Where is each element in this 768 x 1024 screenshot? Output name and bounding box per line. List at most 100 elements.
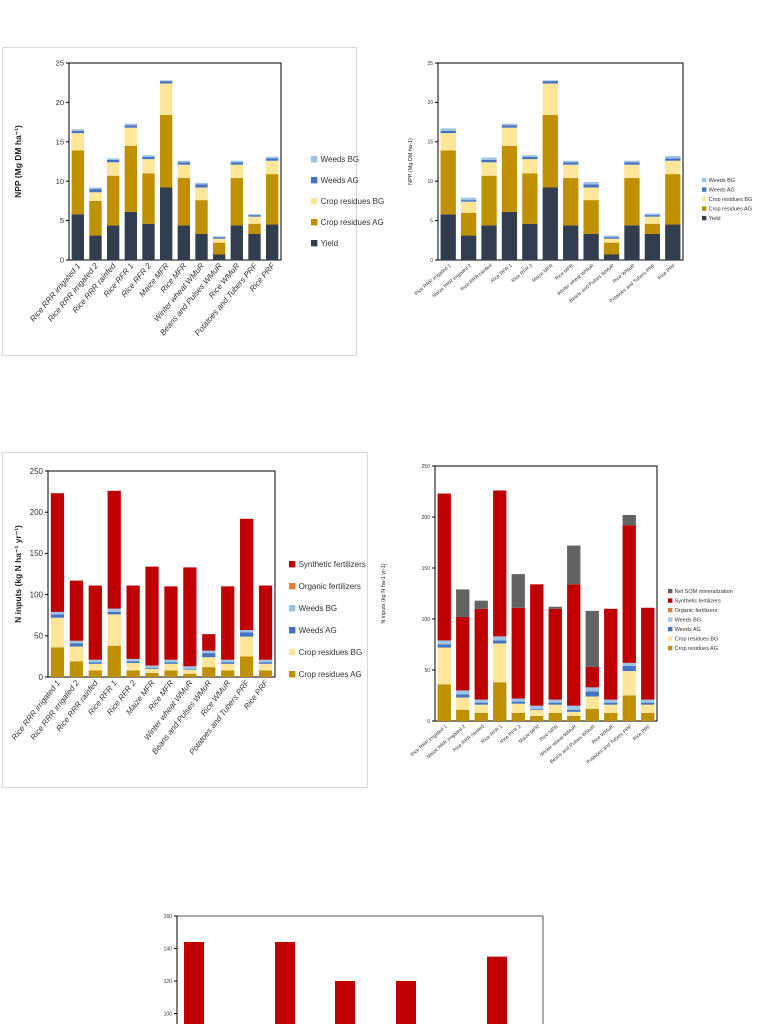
bar-segment-weeds-bg bbox=[183, 666, 197, 669]
y-tick-label: 100 bbox=[30, 590, 44, 599]
bar-segment-weeds-bg bbox=[644, 213, 661, 216]
bar-segment-weeds-ag bbox=[440, 130, 456, 134]
legend-swatch bbox=[668, 588, 673, 594]
bar-segment-weeds-bg bbox=[603, 235, 620, 238]
n-inputs-left-panel: 0 50 100 150 200 250 N inputs (kg N ha⁻¹ yr⁻¹)… bbox=[2, 452, 368, 788]
bar-segment-net-som-mineralization bbox=[456, 589, 470, 617]
bar-segment-weeds-ag bbox=[585, 691, 599, 697]
bar-segment-weeds-bg bbox=[230, 160, 244, 163]
bar-segment-crop-residues-bg bbox=[542, 83, 558, 116]
bar-segment-crop-residues-bg bbox=[89, 192, 102, 201]
bar-segment-yield bbox=[159, 187, 173, 260]
bar-segment-yield bbox=[248, 233, 261, 260]
bar-segment-yield bbox=[644, 233, 661, 260]
bar-segment-weeds-bg bbox=[511, 698, 525, 702]
bar-segment-crop-residues-bg bbox=[567, 711, 581, 716]
n-inputs-right-chart: 0 50 100 150 200 250 N inputs (kg N ha-1 yr-1)… bbox=[381, 464, 733, 766]
bar-segment-crop-residues-bg bbox=[195, 187, 208, 201]
bar-segment-weeds-ag bbox=[88, 662, 102, 664]
bar-segment-weeds-ag bbox=[50, 614, 65, 618]
y-tick-label: 20 bbox=[56, 98, 64, 107]
bar-segment-weeds-bg bbox=[177, 160, 191, 163]
legend-label: Crop residues BG bbox=[709, 197, 753, 203]
legend-label: Weeds AG bbox=[675, 627, 701, 633]
bar-segment-crop-residues-ag bbox=[624, 178, 640, 226]
n-inputs-right-panel: 0 50 100 150 200 250 N inputs (kg N ha-1 yr-1)… bbox=[380, 455, 768, 785]
bar-segment-crop-residues-bg bbox=[142, 159, 155, 174]
bar-segment-weeds-bg bbox=[501, 123, 518, 126]
bar-segment-crop-residues-bg bbox=[474, 704, 488, 713]
bar-segment-crop-residues-bg bbox=[248, 216, 261, 224]
x-tick-label: Maize MFR bbox=[518, 724, 542, 745]
bar-segment-crop-residues-bg bbox=[159, 83, 173, 116]
bar-segment-weeds-ag bbox=[437, 644, 451, 648]
bar-segment-yield bbox=[603, 254, 620, 260]
bar-segment-crop-residues-bg bbox=[624, 164, 640, 179]
bar-segment-crop-residues-ag bbox=[622, 695, 636, 721]
bar-segment-crop-residues-ag bbox=[124, 145, 138, 212]
y-tick-label: 140 bbox=[164, 947, 173, 953]
y-tick-label: 160 bbox=[164, 914, 173, 920]
bar-segment-yield bbox=[481, 225, 497, 260]
legend-swatch bbox=[668, 626, 673, 632]
bar-segment-crop-residues-ag bbox=[230, 178, 244, 226]
bar-segment-crop-residues-ag bbox=[142, 173, 155, 224]
bottom-chart-panel: 100 120 140 160 bbox=[100, 905, 560, 1024]
bar-segment-weeds-bg bbox=[124, 123, 138, 126]
bar-segment-crop-residues-ag bbox=[665, 174, 681, 225]
bar-segment-weeds-bg bbox=[585, 687, 599, 692]
npp-left-panel: 0 5 10 15 20 25 NPP (Mg DM ha⁻¹) Rice RRR irrig… bbox=[2, 47, 384, 356]
bar-segment-yield bbox=[624, 225, 640, 260]
bar-segment-weeds-ag bbox=[548, 702, 562, 705]
bar-segment-crop-residues-ag bbox=[567, 715, 581, 721]
bar-segment-weeds-bg bbox=[145, 665, 159, 668]
bar-segment-net-som-mineralization bbox=[567, 545, 581, 585]
plot-area-frame bbox=[434, 465, 658, 722]
bar-segment-weeds-bg bbox=[126, 658, 140, 662]
bar-segment-weeds-ag bbox=[126, 661, 140, 663]
bar-segment-weeds-ag bbox=[501, 125, 518, 128]
bar-segment-weeds-ag bbox=[563, 162, 579, 165]
legend-label: Synthetic fertilizers bbox=[299, 560, 366, 569]
bar-segment-synthetic-fertilizers bbox=[202, 634, 216, 651]
bar-segment-crop-residues-ag bbox=[265, 174, 279, 225]
bar-segment-weeds-ag bbox=[106, 159, 120, 163]
y-tick-label: 0 bbox=[39, 673, 44, 682]
bar-segment-crop-residues-ag bbox=[501, 145, 518, 212]
bar-segment-weeds-bg bbox=[440, 128, 456, 131]
bar-segment-weeds-ag bbox=[164, 662, 178, 664]
bar-segment-weeds-ag bbox=[145, 667, 159, 669]
bar-segment-crop-residues-ag bbox=[177, 178, 191, 226]
bar bbox=[184, 942, 204, 1024]
bar-segment-weeds-ag bbox=[69, 643, 83, 647]
bar-segment-weeds-bg bbox=[493, 636, 507, 641]
bar-segment-weeds-bg bbox=[202, 650, 216, 654]
bar-segment-weeds-ag bbox=[159, 81, 173, 84]
bar-segment-crop-residues-bg bbox=[258, 663, 273, 671]
bar-segment-crop-residues-ag bbox=[240, 656, 254, 677]
legend-swatch bbox=[702, 206, 707, 211]
bar-segment-crop-residues-bg bbox=[50, 617, 65, 648]
bar-segment-crop-residues-bg bbox=[106, 162, 120, 176]
bar-segment-synthetic-fertilizers bbox=[437, 493, 451, 641]
bar-segment-weeds-ag bbox=[622, 665, 636, 672]
bar-segment-crop-residues-ag bbox=[202, 667, 216, 677]
bar-segment-net-som-mineralization bbox=[548, 606, 562, 609]
legend-swatch bbox=[289, 583, 296, 590]
bar-segment-weeds-ag bbox=[124, 125, 138, 128]
bar-segment-yield bbox=[522, 223, 538, 260]
bar-segment-crop-residues-ag bbox=[511, 712, 525, 721]
bar-segment-weeds-bg bbox=[159, 80, 173, 82]
bar-segment-synthetic-fertilizers bbox=[145, 566, 159, 666]
plot-area-frame bbox=[47, 470, 276, 678]
bar-segment-synthetic-fertilizers bbox=[474, 608, 488, 700]
y-tick-label: 50 bbox=[424, 668, 430, 674]
legend-label: Organic fertilizers bbox=[675, 608, 718, 614]
bar-segment-synthetic-fertilizers bbox=[50, 493, 65, 612]
bar-segment-weeds-bg bbox=[164, 659, 178, 663]
legend-swatch bbox=[289, 671, 296, 678]
bar-segment-crop-residues-bg bbox=[585, 696, 599, 709]
bar-segment-crop-residues-ag bbox=[212, 242, 226, 255]
bar-segment-crop-residues-bg bbox=[522, 159, 538, 174]
bar-segment-weeds-ag bbox=[665, 158, 681, 161]
